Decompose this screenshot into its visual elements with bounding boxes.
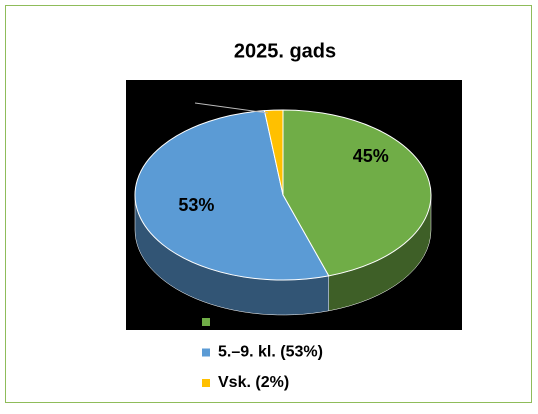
legend-label: Vsk. (2%) <box>218 374 289 391</box>
legend: 5.–9. kl. (53%) Vsk. (2%) <box>202 318 323 391</box>
leader-line <box>194 102 269 114</box>
legend-swatch <box>202 318 210 326</box>
chart-title: 2025. gads <box>234 40 336 62</box>
legend-swatch <box>202 348 210 357</box>
legend-label: 5.–9. kl. (53%) <box>218 344 323 361</box>
legend-swatch <box>202 379 210 387</box>
data-label: 53% <box>178 195 214 215</box>
pie-slice <box>282 109 432 277</box>
pie-slice <box>134 110 330 281</box>
pie-slice <box>263 109 284 196</box>
pie: 45% 53% <box>134 109 432 316</box>
data-label: 45% <box>353 146 389 166</box>
